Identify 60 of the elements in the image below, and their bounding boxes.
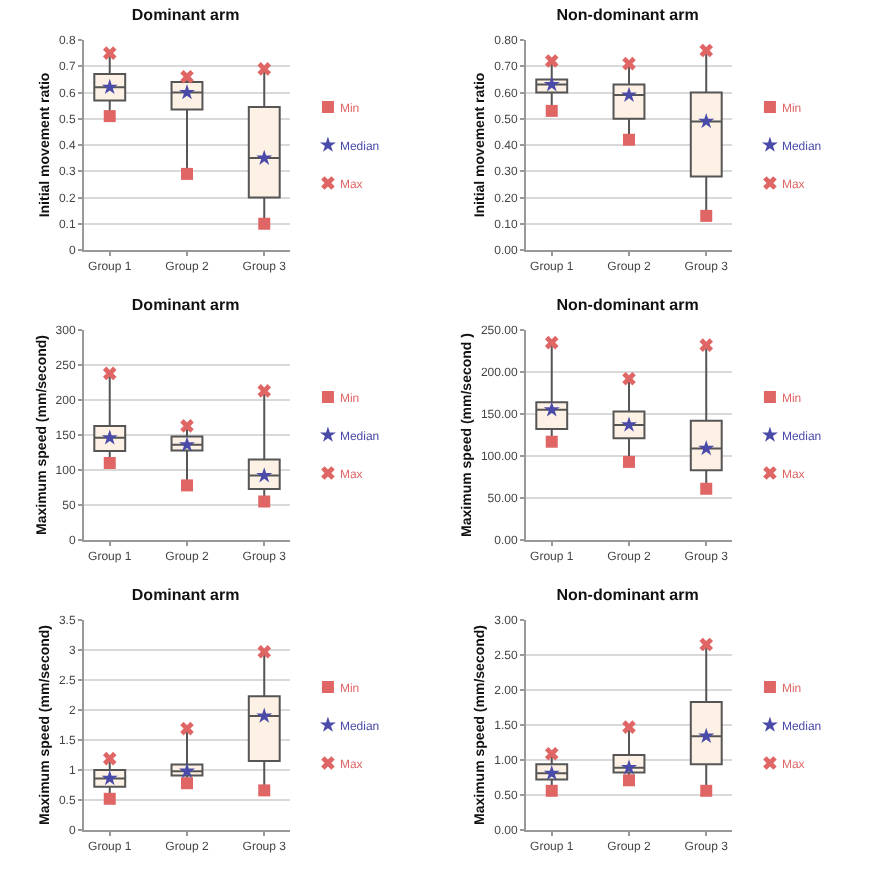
point (258, 784, 271, 797)
point (102, 751, 117, 766)
point (543, 76, 560, 92)
point (623, 774, 635, 787)
point (102, 46, 117, 60)
point (181, 777, 193, 790)
point (181, 167, 193, 180)
point (545, 435, 558, 448)
point (257, 62, 272, 76)
chart-title: Dominant arm (131, 5, 240, 24)
point (101, 770, 118, 786)
point (621, 416, 637, 432)
point (102, 366, 117, 381)
point (700, 482, 713, 495)
point (543, 764, 560, 781)
point (101, 429, 118, 445)
point (256, 467, 273, 483)
point (700, 784, 713, 797)
point (256, 149, 273, 165)
point (699, 43, 714, 58)
chart-title: Dominant arm (131, 585, 240, 604)
point (101, 78, 118, 95)
point (543, 401, 560, 417)
point (180, 69, 194, 84)
point (699, 338, 714, 352)
point (179, 436, 195, 452)
point (258, 495, 271, 508)
point (621, 86, 637, 102)
point (103, 792, 116, 805)
point (257, 645, 272, 659)
point (698, 112, 715, 129)
point (622, 371, 636, 386)
chart-title: Dominant arm (131, 295, 240, 314)
point (257, 384, 272, 398)
point (544, 54, 559, 68)
point (103, 457, 116, 469)
point (698, 440, 715, 456)
point (621, 759, 637, 775)
point (700, 209, 713, 222)
point (698, 727, 715, 743)
point (545, 784, 558, 797)
point (544, 746, 559, 761)
chart-title: Non-dominant arm (556, 585, 699, 604)
point (623, 455, 635, 468)
point (258, 217, 271, 230)
point (544, 335, 559, 350)
point (179, 84, 195, 100)
point (545, 104, 558, 117)
point (180, 419, 194, 433)
point (179, 762, 195, 778)
point (103, 110, 116, 123)
point (622, 720, 636, 734)
point (180, 721, 194, 736)
point (622, 56, 636, 71)
chart-title: Non-dominant arm (556, 5, 699, 24)
point (623, 133, 635, 146)
point (181, 479, 193, 492)
point (256, 707, 273, 723)
point (699, 637, 714, 652)
chart-title: Non-dominant arm (556, 295, 699, 314)
